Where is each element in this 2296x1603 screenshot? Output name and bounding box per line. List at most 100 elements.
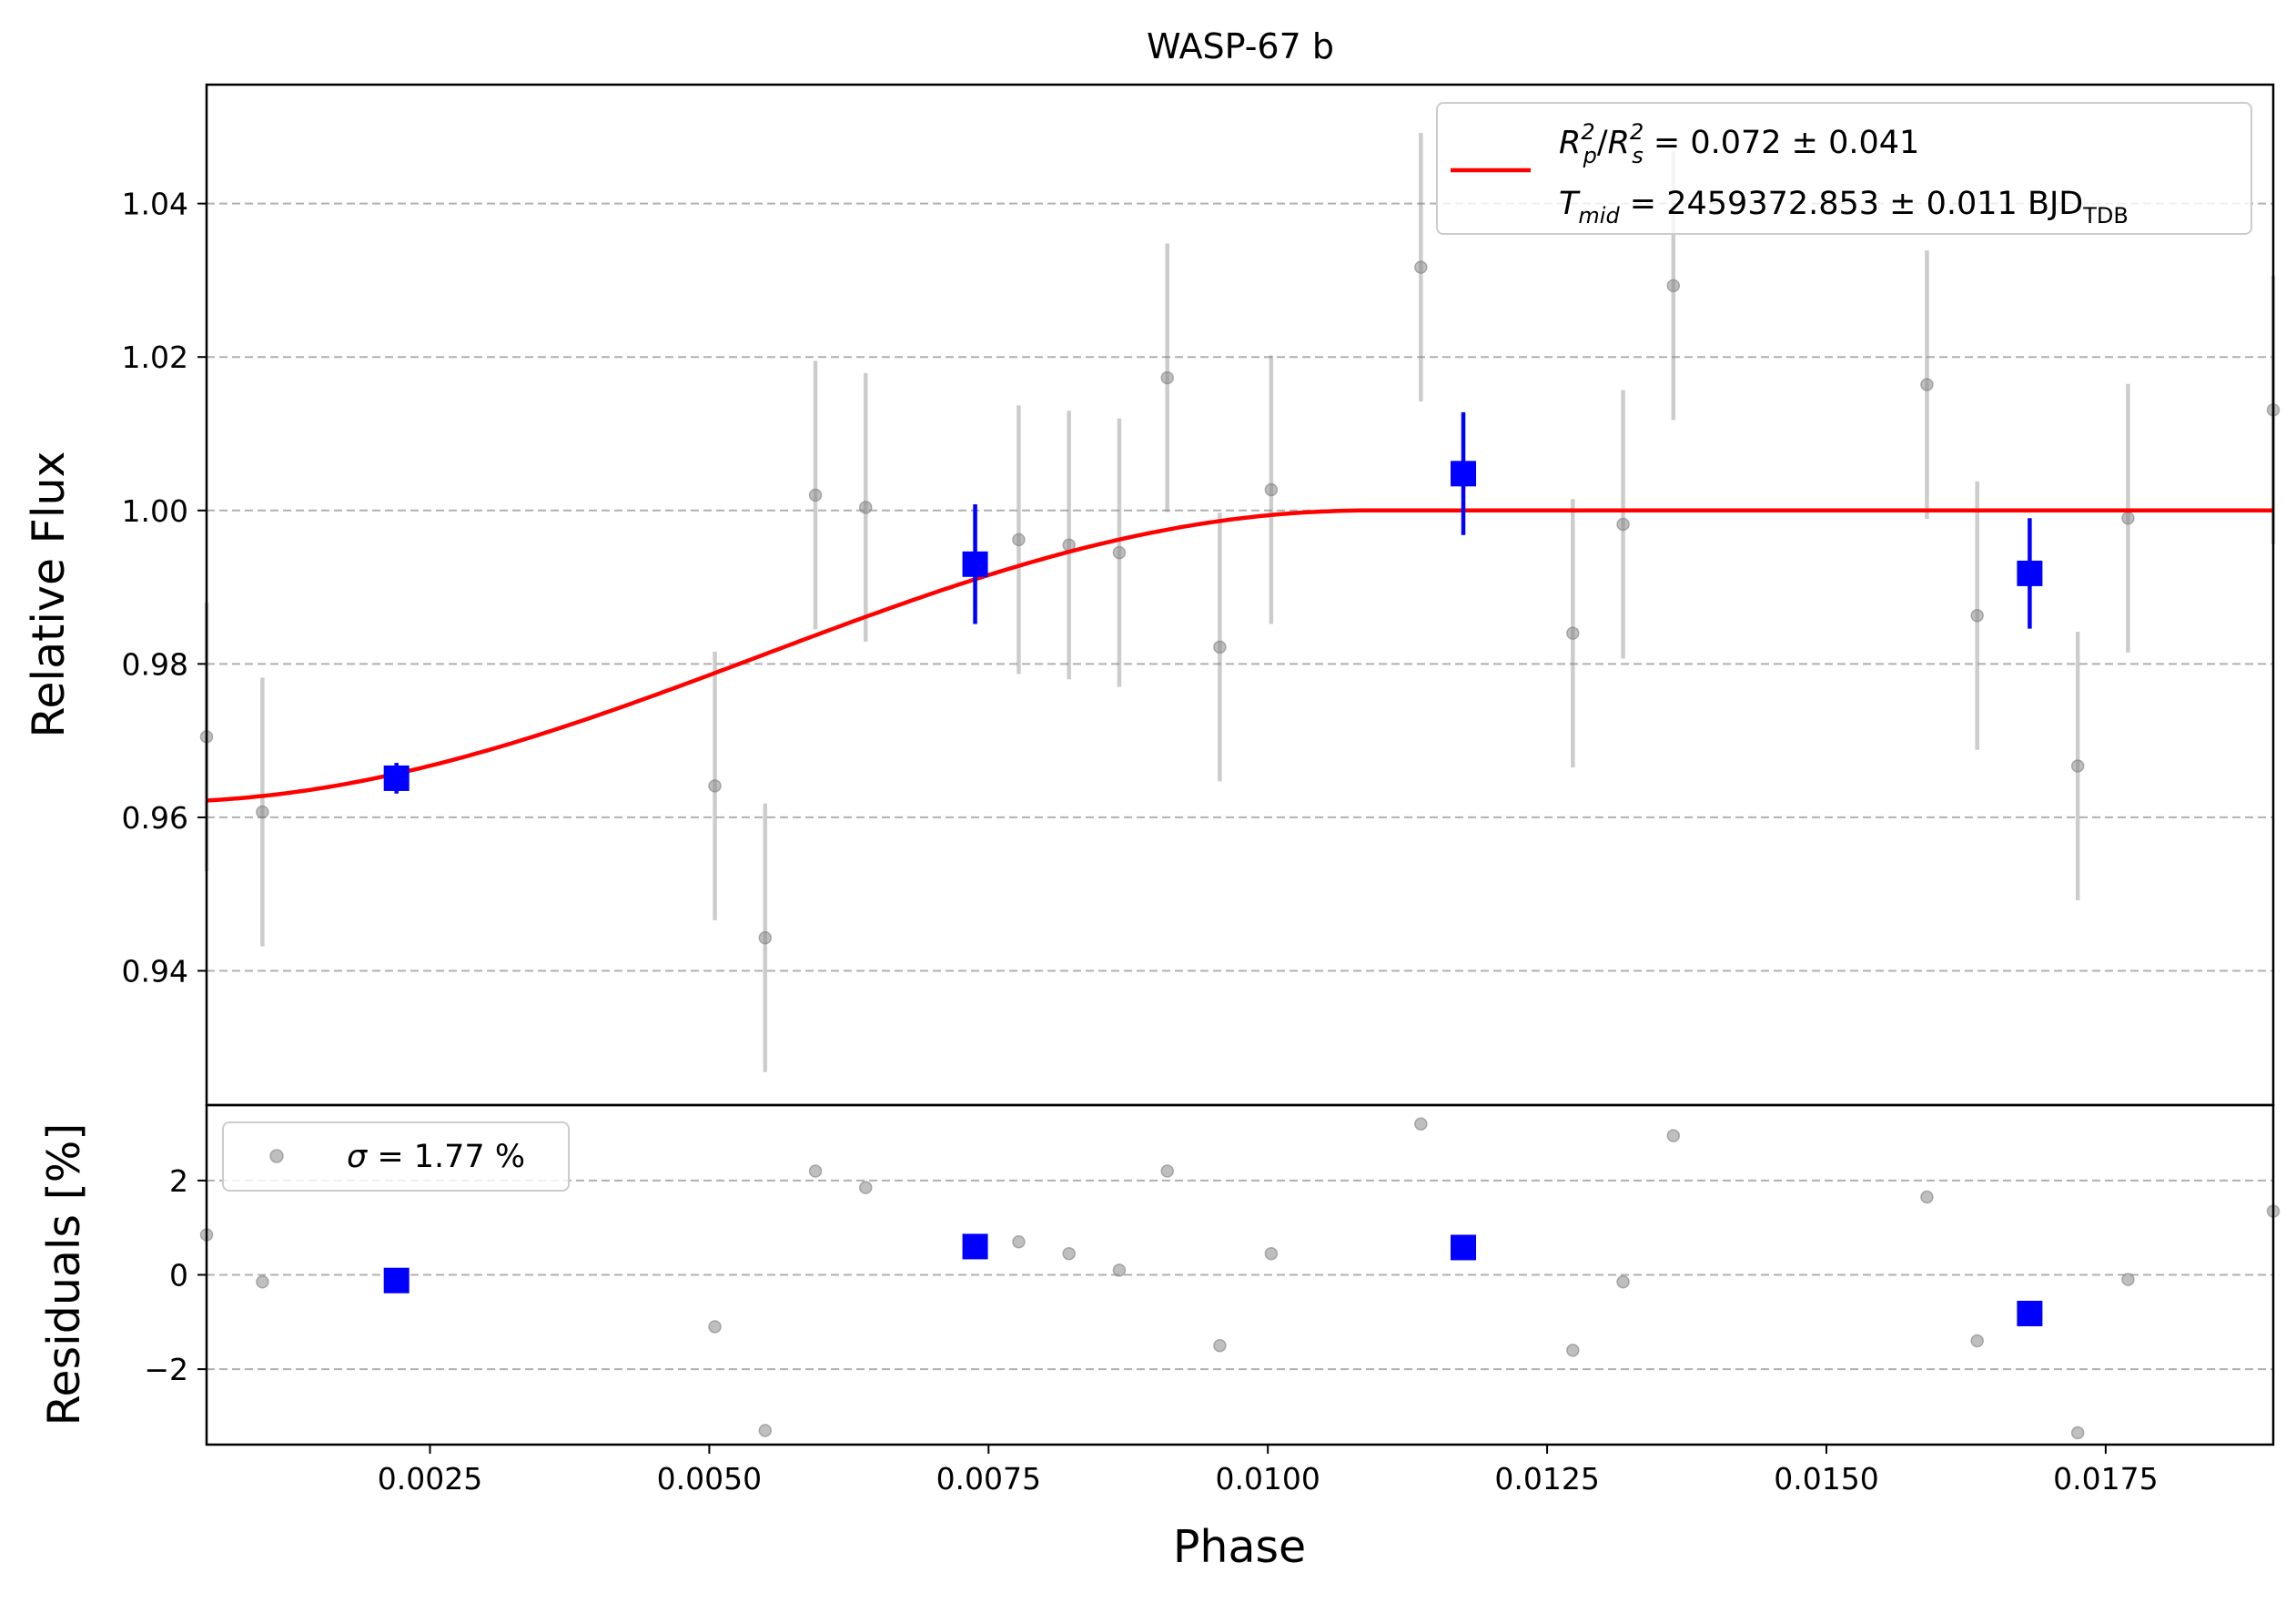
- residuals-legend-box: [222, 1121, 570, 1192]
- residual-raw-point: [1970, 1334, 1984, 1348]
- residual-raw-point: [1160, 1164, 1174, 1178]
- flux-gridlines: [207, 202, 2273, 972]
- phase-x-tick-label: 0.0125: [1494, 1461, 1599, 1496]
- flux-panel: 0.940.960.981.001.021.04 R2 p/R2 s = 0.072…: [23, 83, 2281, 1107]
- flux-raw-point: [1414, 260, 1428, 274]
- legend-tmid-value: = 2459372.853 ± 0.011 BJD: [1620, 186, 2084, 222]
- legend-tmid-sub: mid: [1578, 203, 1620, 228]
- flux-raw-point: [1666, 279, 1681, 293]
- residual-raw-point: [256, 1275, 269, 1289]
- flux-y-tick-label: 1.00: [122, 493, 188, 529]
- legend-rp-value: = 0.072 ± 0.041: [1644, 125, 1920, 161]
- legend-rs-sub: s: [1632, 143, 1644, 168]
- flux-raw-point: [1112, 545, 1127, 560]
- legend-rp-main: R: [1559, 125, 1581, 161]
- flux-raw-point: [1920, 378, 1934, 391]
- flux-raw-point: [1566, 626, 1580, 640]
- flux-raw-point: [2121, 511, 2135, 525]
- residual-binned-point: [1451, 1234, 1477, 1261]
- flux-raw-point: [808, 488, 823, 502]
- residuals-binned-points: [383, 1233, 2043, 1326]
- residuals-y-tick-label: 2: [169, 1163, 188, 1199]
- phase-x-tick-label: 0.0150: [1774, 1461, 1878, 1496]
- flux-binned-point: [2017, 560, 2043, 586]
- residual-binned-point: [2017, 1300, 2043, 1326]
- residual-raw-point: [1012, 1234, 1026, 1249]
- residual-raw-point: [1112, 1263, 1127, 1277]
- flux-binned-points: [383, 411, 2043, 794]
- phase-x-axis-title: Phase: [1173, 1521, 1306, 1573]
- flux-y-ticks: 0.94 0.96 0.98 1.00 1.02 1.04: [122, 187, 207, 989]
- flux-y-tick-label: 1.02: [122, 340, 188, 375]
- flux-legend-box: [1436, 102, 2252, 235]
- flux-raw-point: [256, 805, 269, 819]
- residual-raw-point: [1213, 1338, 1227, 1353]
- legend-rp-label: R2 p/R2 s = 0.072 ± 0.041: [1559, 119, 1919, 168]
- residual-raw-point: [758, 1424, 773, 1437]
- residual-binned-point: [962, 1233, 988, 1260]
- residuals-legend-marker: [269, 1149, 284, 1163]
- flux-raw-point: [1213, 640, 1227, 654]
- residual-raw-point: [1616, 1275, 1630, 1289]
- residuals-legend-value: = 1.77 %: [367, 1139, 525, 1175]
- flux-y-tick-label: 1.04: [122, 187, 188, 222]
- flux-raw-point: [1012, 533, 1026, 547]
- residuals-y-tick-label: −2: [144, 1352, 188, 1387]
- transit-model-curve: [206, 508, 2273, 803]
- flux-raw-point: [1616, 517, 1630, 532]
- residuals-legend: σ = 1.77 %: [222, 1121, 570, 1192]
- phase-x-tick-label: 0.0025: [378, 1461, 482, 1496]
- flux-y-tick-label: 0.98: [122, 646, 188, 682]
- residual-raw-point: [1666, 1129, 1681, 1142]
- residuals-y-axis-title: Residuals [%]: [38, 1123, 90, 1426]
- phase-x-tick-label: 0.0050: [657, 1461, 762, 1496]
- phase-x-tick-label: 0.0100: [1215, 1461, 1320, 1496]
- legend-rs-main: R: [1608, 125, 1630, 161]
- chart-title: WASP-67 b: [1147, 26, 1334, 66]
- flux-raw-point: [2070, 759, 2085, 773]
- legend-rs-sup: 2: [1630, 119, 1644, 145]
- flux-raw-point: [1160, 370, 1174, 385]
- flux-raw-point: [1970, 609, 1984, 623]
- flux-binned-point: [1451, 461, 1477, 487]
- flux-raw-point: [859, 501, 873, 514]
- residual-raw-point: [1062, 1246, 1076, 1261]
- legend-rp-sub: p: [1583, 143, 1597, 168]
- phase-x-tick-label: 0.0175: [2053, 1461, 2158, 1496]
- flux-y-tick-label: 0.94: [122, 954, 188, 989]
- flux-y-tick-label: 0.96: [122, 800, 188, 836]
- residual-raw-point: [1566, 1344, 1580, 1357]
- flux-binned-point: [383, 765, 410, 791]
- residual-raw-point: [708, 1320, 722, 1334]
- residual-raw-point: [1920, 1190, 1934, 1204]
- residual-raw-point: [859, 1181, 873, 1194]
- residual-raw-point: [1264, 1246, 1279, 1261]
- residual-raw-point: [2070, 1425, 2085, 1440]
- phase-x-ticks: 0.0025 0.0050 0.0075 0.0100 0.0125 0.0150 0.01…: [378, 1445, 2159, 1496]
- phase-x-tick-label: 0.0075: [936, 1461, 1041, 1496]
- flux-raw-point: [1264, 482, 1279, 497]
- residuals-y-ticks: −2 0 2: [144, 1163, 207, 1387]
- residuals-panel: −2 0 2 0.0025 0.0050 0.0075 0.0100 0.0125 0.015…: [38, 1103, 2281, 1573]
- legend-tmid-main: T: [1559, 186, 1581, 222]
- legend-rp-sup: 2: [1581, 119, 1594, 145]
- residual-raw-point: [2121, 1273, 2135, 1286]
- residuals-raw-points: [199, 1117, 2281, 1440]
- legend-tmid-unit-sub: TDB: [2082, 203, 2129, 228]
- flux-binned-point: [962, 551, 988, 577]
- residuals-legend-label: σ = 1.77 %: [347, 1139, 525, 1175]
- legend-tmid-label: Tmid = 2459372.853 ± 0.011 BJDTDB: [1559, 186, 2129, 228]
- flux-raw-point: [708, 779, 722, 793]
- flux-raw-point: [758, 931, 773, 945]
- residual-raw-point: [808, 1164, 823, 1178]
- flux-legend: R2 p/R2 s = 0.072 ± 0.041 Tmid = 2459372.8…: [1436, 102, 2252, 235]
- flux-y-axis-title: Relative Flux: [23, 451, 75, 737]
- legend-slash: /: [1597, 125, 1608, 161]
- residual-binned-point: [383, 1267, 410, 1294]
- flux-raw-points: [199, 133, 2281, 1072]
- residuals-y-tick-label: 0: [169, 1258, 188, 1294]
- residual-raw-point: [1414, 1117, 1428, 1131]
- residuals-legend-sigma: σ: [347, 1139, 369, 1175]
